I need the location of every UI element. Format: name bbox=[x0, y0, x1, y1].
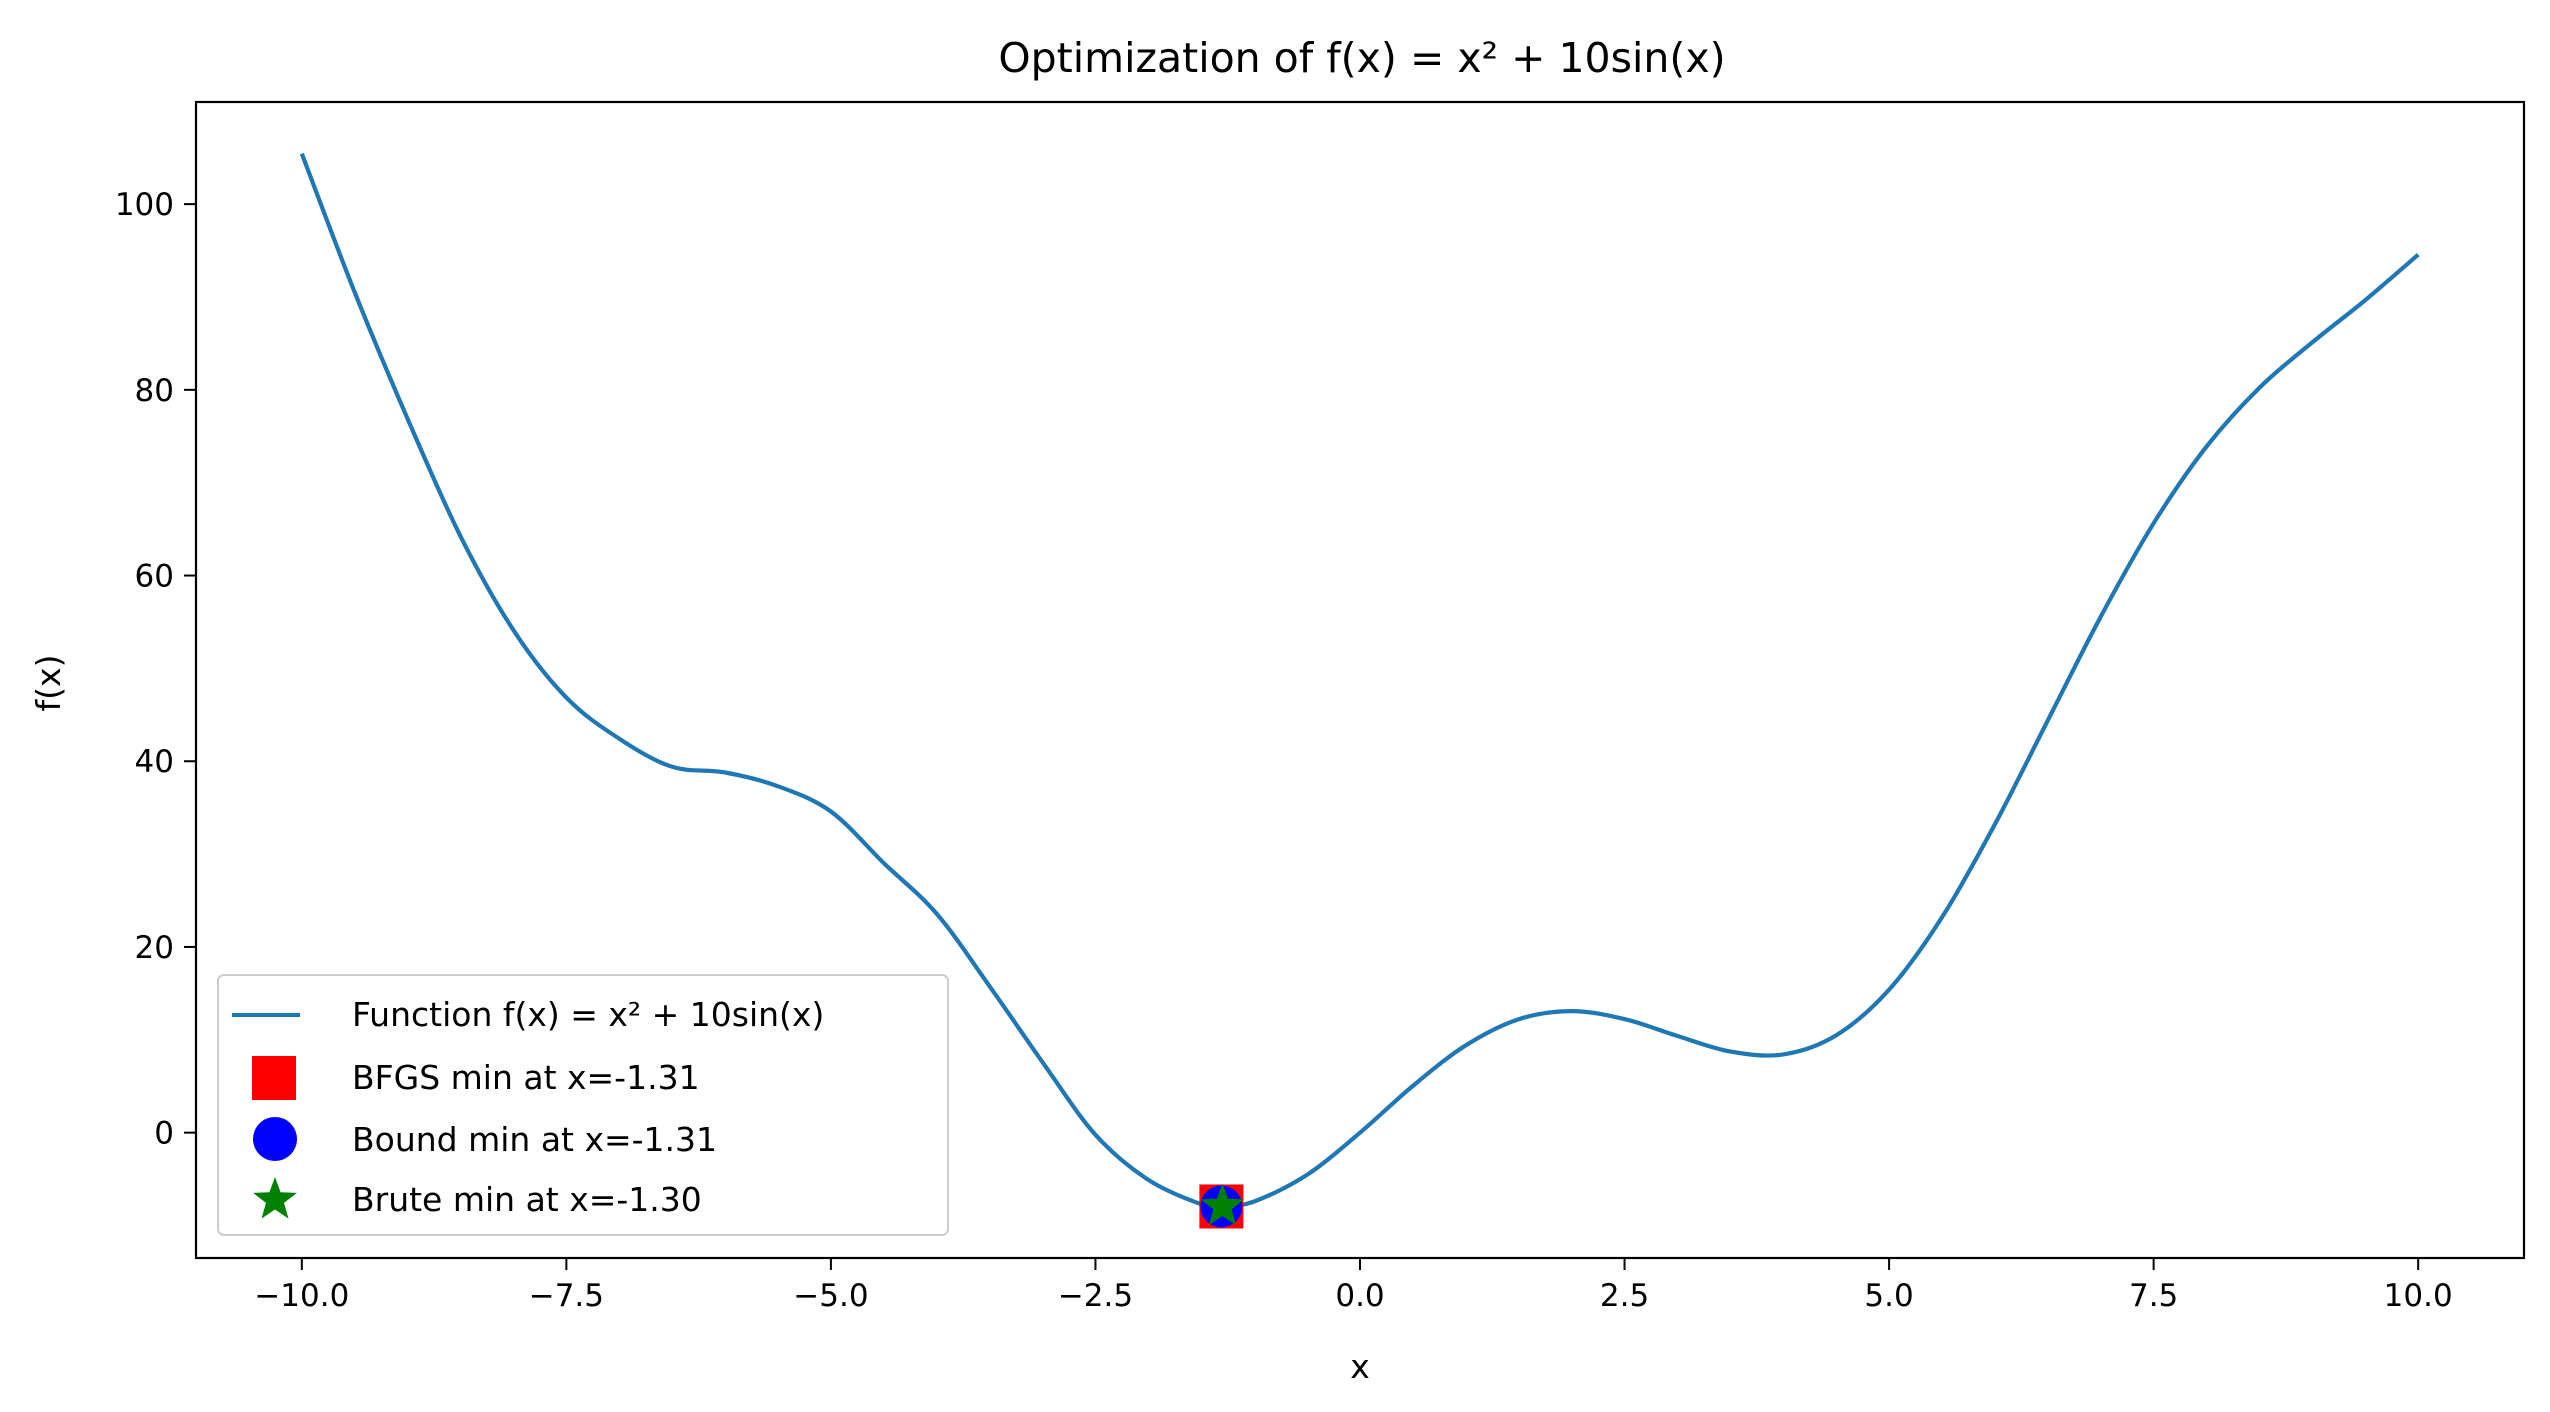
x-tick-label: 2.5 bbox=[1600, 1278, 1649, 1314]
x-tick-label: −2.5 bbox=[1058, 1278, 1133, 1314]
plot-content bbox=[299, 152, 2420, 1229]
y-tick-label: 80 bbox=[135, 373, 174, 409]
y-tick-label: 0 bbox=[154, 1116, 174, 1152]
x-tick-label: −5.0 bbox=[793, 1278, 868, 1314]
x-axis: −10.0 −7.5 −5.0 −2.5 0.0 2.5 5.0 7.5 10.0 bbox=[254, 1258, 2453, 1314]
legend-label-bfgs: BFGS min at x=-1.31 bbox=[352, 1058, 700, 1097]
y-tick-label: 60 bbox=[135, 559, 174, 595]
legend-circle-swatch bbox=[253, 1117, 297, 1161]
x-tick-label: −10.0 bbox=[254, 1278, 349, 1314]
star-icon bbox=[253, 1177, 297, 1219]
legend-square-swatch bbox=[252, 1056, 296, 1100]
x-tick-label: −7.5 bbox=[529, 1278, 604, 1314]
brute-min-marker bbox=[1200, 1183, 1245, 1226]
legend-box bbox=[217, 974, 949, 1236]
y-tick-label: 40 bbox=[135, 744, 174, 780]
x-tick-label: 5.0 bbox=[1864, 1278, 1913, 1314]
x-tick-label: 0.0 bbox=[1335, 1278, 1384, 1314]
legend-label-brute: Brute min at x=-1.30 bbox=[352, 1180, 702, 1219]
y-tick-label: 100 bbox=[115, 187, 174, 223]
y-tick-label: 20 bbox=[135, 930, 174, 966]
legend-label-bound: Bound min at x=-1.31 bbox=[352, 1120, 717, 1159]
x-axis-label: x bbox=[1350, 1347, 1370, 1386]
y-axis: 0 20 40 60 80 100 bbox=[115, 187, 196, 1152]
legend-star-swatch bbox=[253, 1177, 297, 1219]
chart-title: Optimization of f(x) = x² + 10sin(x) bbox=[998, 34, 1725, 82]
x-tick-label: 10.0 bbox=[2384, 1278, 2453, 1314]
x-tick-label: 7.5 bbox=[2129, 1278, 2178, 1314]
y-axis-label: f(x) bbox=[29, 655, 68, 712]
function-line bbox=[299, 152, 2420, 1210]
legend-label-function: Function f(x) = x² + 10sin(x) bbox=[352, 995, 824, 1034]
legend: Function f(x) = x² + 10sin(x) BFGS min a… bbox=[217, 974, 949, 1236]
